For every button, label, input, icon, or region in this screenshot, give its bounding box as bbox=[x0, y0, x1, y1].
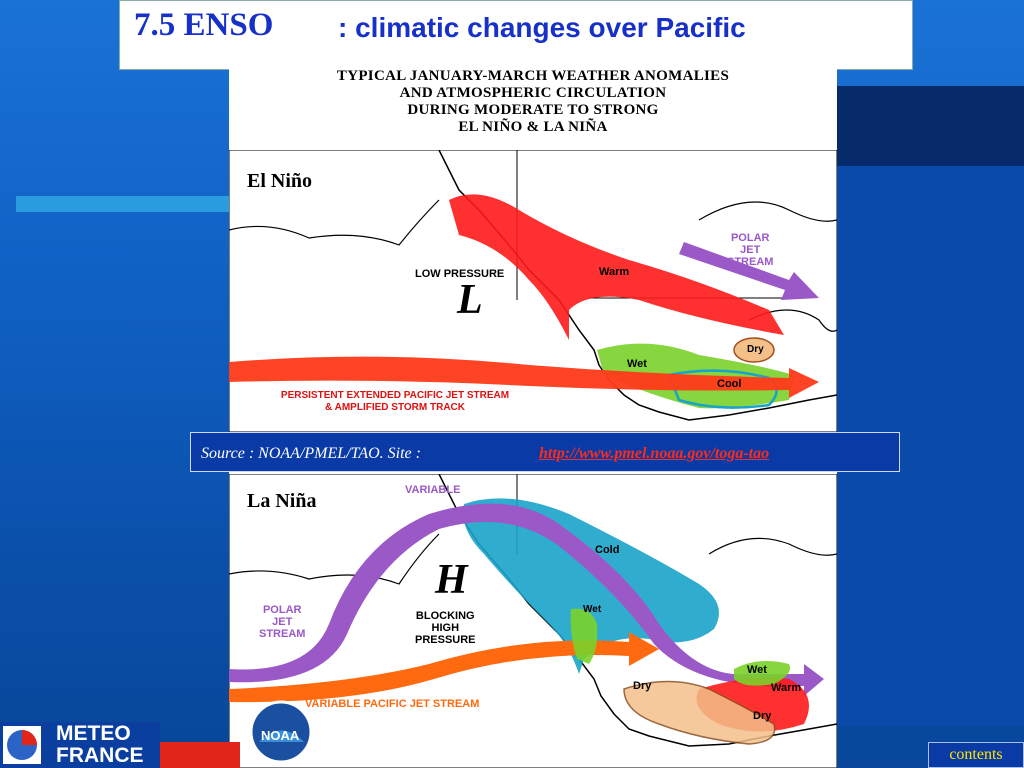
la-nina-title: La Niña bbox=[247, 490, 317, 512]
figure-heading-line-1: TYPICAL JANUARY-MARCH WEATHER ANOMALIES bbox=[336, 68, 730, 84]
warm-label-la-nina: Warm bbox=[771, 682, 802, 694]
meteo-france-emblem-icon bbox=[3, 726, 41, 764]
source-text: Source : NOAA/PMEL/TAO. Site : bbox=[201, 445, 421, 462]
wet-east-label: Wet bbox=[747, 664, 767, 676]
source-banner: Source : NOAA/PMEL/TAO. Site : http://ww… bbox=[190, 432, 900, 472]
variable-label: VARIABLE bbox=[405, 484, 461, 496]
logo-line-2: FRANCE bbox=[56, 744, 144, 767]
footer-red-strip bbox=[150, 742, 240, 768]
figure-heading-line-3: DURING MODERATE TO STRONG bbox=[407, 102, 659, 118]
figure-heading-line-2: AND ATMOSPHERIC CIRCULATION bbox=[399, 85, 667, 101]
background-dark-block bbox=[836, 86, 1024, 166]
source-link[interactable]: http://www.pmel.noaa.gov/toga-tao bbox=[539, 445, 770, 462]
la-nina-map: La Niña VARIABLE Cold H BLOCKING HIGH PR… bbox=[229, 474, 837, 768]
enso-figure: TYPICAL JANUARY-MARCH WEATHER ANOMALIES … bbox=[229, 68, 837, 768]
high-pressure-symbol: H bbox=[435, 557, 468, 603]
slide-subtitle: : climatic changes over Pacific bbox=[338, 12, 746, 43]
el-nino-map: El Niño LOW PRESSURE L Warm POLAR JET ST… bbox=[229, 150, 837, 432]
cold-label: Cold bbox=[595, 544, 620, 556]
meteo-france-logo: METEO FRANCE bbox=[0, 722, 160, 768]
low-pressure-symbol: L bbox=[457, 277, 483, 323]
cool-label: Cool bbox=[717, 378, 742, 390]
logo-line-1: METEO bbox=[56, 722, 131, 745]
blocking-high-label: BLOCKING HIGH PRESSURE bbox=[415, 610, 476, 646]
slide-title-box: 7.5 ENSO : climatic changes over Pacific bbox=[119, 0, 913, 70]
figure-heading-line-4: EL NIÑO & LA NIÑA bbox=[458, 119, 608, 135]
dry-label: Dry bbox=[747, 344, 764, 355]
contents-button[interactable]: contents bbox=[928, 742, 1024, 768]
wet-label: Wet bbox=[627, 358, 647, 370]
low-pressure-label: LOW PRESSURE bbox=[415, 268, 505, 280]
dry-east-label: Dry bbox=[753, 710, 772, 722]
slide-title: 7.5 ENSO bbox=[134, 7, 274, 43]
el-nino-title: El Niño bbox=[247, 170, 313, 192]
figure-heading: TYPICAL JANUARY-MARCH WEATHER ANOMALIES … bbox=[229, 68, 837, 150]
noaa-logo: NOAA bbox=[261, 728, 300, 743]
background-accent-band bbox=[16, 196, 236, 212]
warm-label: Warm bbox=[599, 266, 630, 278]
variable-jet-label: VARIABLE PACIFIC JET STREAM bbox=[305, 698, 480, 710]
polar-jet-label: POLAR JET STREAM bbox=[727, 232, 774, 268]
dry-west-label: Dry bbox=[633, 680, 652, 692]
persistent-jet-label: PERSISTENT EXTENDED PACIFIC JET STREAM &… bbox=[280, 390, 510, 413]
wet-west-label: Wet bbox=[583, 604, 602, 615]
contents-label: contents bbox=[949, 746, 1003, 763]
polar-jet-label-la-nina: POLAR JET STREAM bbox=[259, 604, 306, 640]
